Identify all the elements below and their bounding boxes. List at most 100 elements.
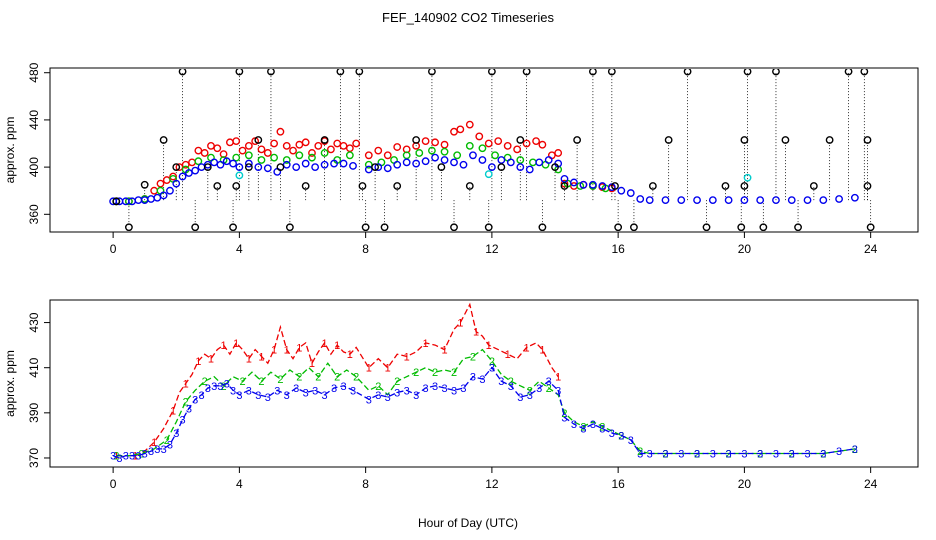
x-tick-label: 12 (485, 242, 499, 256)
point-s3 (412, 159, 421, 168)
point-label-3: 3 (154, 444, 160, 456)
figure-title: FEF_140902 CO2 Timeseries (382, 10, 554, 25)
plot-frame (49, 299, 919, 468)
point-label-3: 3 (498, 376, 504, 388)
point-label-2: 2 (451, 367, 457, 379)
point-label-3: 3 (265, 392, 271, 404)
point-label-1: 1 (457, 318, 463, 330)
point-s3 (229, 159, 237, 168)
point-label-2: 2 (277, 374, 283, 386)
point-label-3: 3 (293, 383, 299, 395)
point-s1 (270, 139, 279, 148)
point-label-3: 3 (561, 412, 567, 424)
point-s3 (222, 157, 231, 166)
point-raw (380, 223, 389, 231)
point-s1 (383, 151, 392, 160)
point-s2 (478, 144, 487, 153)
point-s3 (803, 196, 812, 205)
point-label-1: 1 (284, 345, 290, 357)
point-s1 (308, 149, 316, 157)
point-s3 (364, 165, 373, 174)
point-s1 (327, 145, 335, 154)
point-s3 (402, 158, 411, 167)
point-label-1: 1 (271, 345, 277, 357)
point-label-3: 3 (148, 446, 154, 458)
point-s2 (364, 160, 373, 169)
point-s2 (295, 151, 304, 160)
point-raw (740, 182, 749, 190)
point-raw (794, 223, 802, 231)
point-raw (112, 197, 121, 206)
point-raw (573, 136, 582, 144)
point-label-2: 2 (757, 448, 763, 460)
point-s3 (724, 196, 733, 205)
point-raw (844, 69, 853, 76)
point-raw (522, 69, 531, 76)
point-raw (863, 136, 872, 144)
point-label-1: 1 (505, 349, 511, 361)
point-label-3: 3 (836, 446, 842, 458)
point-label-3: 3 (820, 448, 826, 460)
point-label-3: 3 (852, 444, 858, 456)
point-label-2: 2 (662, 448, 668, 460)
point-s1 (207, 141, 215, 150)
point-s2 (345, 151, 354, 160)
point-label-3: 3 (508, 381, 514, 393)
point-s1 (301, 138, 310, 147)
point-label-3: 3 (536, 383, 542, 395)
point-label-3: 3 (628, 435, 634, 447)
point-label-1: 1 (423, 338, 429, 350)
point-label-3: 3 (546, 376, 552, 388)
point-label-1: 1 (486, 340, 492, 352)
point-label-3: 3 (804, 448, 810, 460)
point-label-1: 1 (441, 345, 447, 357)
point-s1 (484, 139, 493, 148)
point-s3 (393, 160, 402, 169)
point-label-3: 3 (637, 448, 643, 460)
point-raw (213, 182, 222, 190)
point-raw (607, 69, 616, 76)
point-label-3: 3 (255, 390, 261, 402)
point-label-1: 1 (366, 363, 372, 375)
point-raw (497, 163, 506, 172)
point-s2 (232, 153, 241, 162)
point-raw (191, 223, 200, 231)
x-tick-label: 20 (738, 477, 752, 491)
point-s1 (431, 138, 439, 147)
y-tick-label: 400 (27, 157, 41, 177)
point-label-2: 2 (599, 421, 605, 433)
point-label-2: 2 (637, 446, 643, 458)
x-axis-label: Hour of Day (UTC) (418, 516, 518, 530)
point-s1 (263, 149, 272, 157)
point-s2 (270, 153, 279, 162)
point-label-3: 3 (580, 424, 586, 436)
point-s1 (538, 140, 547, 149)
point-label-3: 3 (205, 383, 211, 395)
point-s3 (570, 178, 578, 187)
point-s2 (282, 156, 291, 164)
point-raw (781, 136, 790, 144)
point-raw (721, 182, 730, 190)
point-label-1: 1 (221, 340, 227, 352)
point-label-3: 3 (236, 390, 242, 402)
point-s3 (254, 163, 263, 172)
point-label-2: 2 (432, 367, 438, 379)
point-label-2: 2 (580, 421, 586, 433)
point-label-2: 2 (820, 448, 826, 460)
point-label-3: 3 (129, 451, 135, 463)
point-label-3: 3 (609, 428, 615, 440)
point-s1 (554, 149, 563, 157)
point-label-2: 2 (508, 376, 514, 388)
point-s3 (636, 195, 645, 203)
point-label-3: 3 (555, 385, 561, 397)
point-raw (412, 136, 421, 144)
point-label-3: 3 (180, 415, 186, 427)
point-raw (683, 69, 692, 76)
point-label-2: 2 (183, 397, 189, 409)
point-raw (740, 136, 749, 144)
point-label-3: 3 (312, 385, 318, 397)
point-label-2: 2 (202, 376, 208, 388)
point-s3 (374, 163, 383, 172)
series-line-3 (112, 366, 855, 459)
point-s2 (465, 141, 474, 150)
